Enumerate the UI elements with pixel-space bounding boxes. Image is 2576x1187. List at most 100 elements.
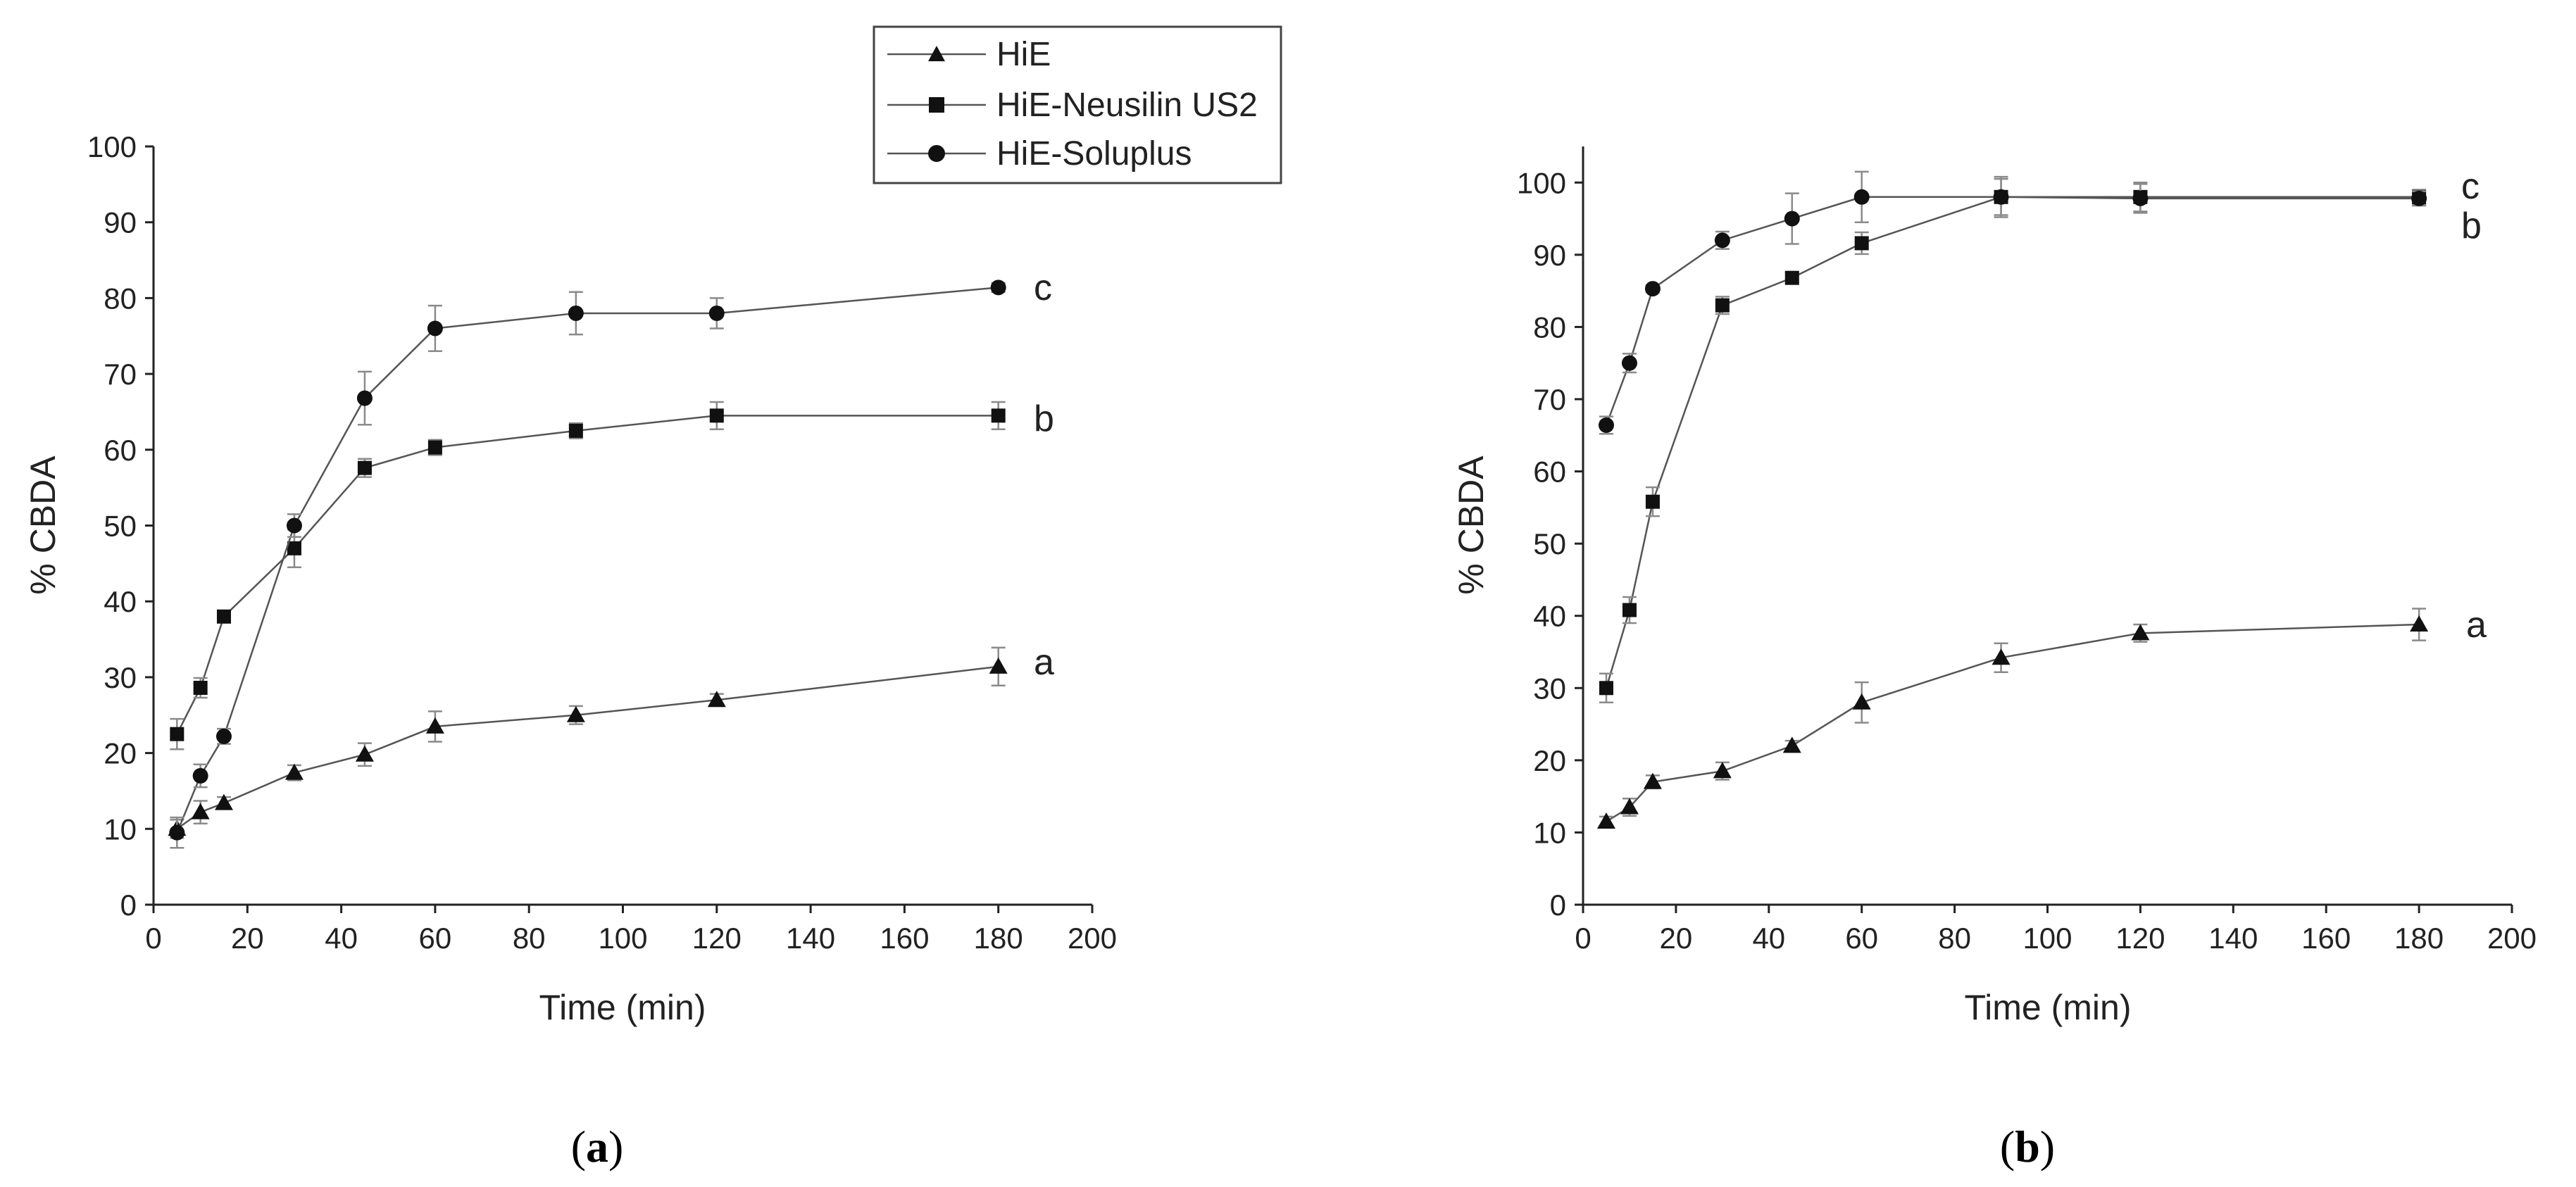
legend-label: HiE-Neusilin US2: [996, 87, 1258, 124]
data-point: [1645, 494, 1660, 509]
y-tick-label: 20: [1533, 744, 1566, 777]
series-line: [1605, 196, 2420, 689]
data-point: [1714, 232, 1730, 249]
x-tick-label: 20: [231, 922, 264, 955]
data-point: [1596, 812, 1615, 829]
x-tick-label: 0: [145, 922, 161, 955]
y-tick-label: 50: [104, 510, 137, 543]
data-point: [1782, 736, 1801, 753]
data-point: [1599, 681, 1613, 696]
y-tick-label: 60: [1533, 456, 1566, 489]
data-point: [709, 408, 724, 423]
x-tick-label: 80: [513, 922, 546, 955]
panel-caption: (b): [2000, 1122, 2055, 1172]
series-hie-neusilin-us2: [1599, 177, 2427, 704]
data-point: [1644, 281, 1661, 297]
data-point: [990, 280, 1006, 296]
data-point: [707, 691, 726, 708]
data-point: [191, 803, 210, 819]
data-point: [1852, 693, 1871, 710]
data-point: [2411, 190, 2427, 206]
x-tick-label: 160: [880, 922, 929, 955]
triangle-marker-icon: [928, 46, 945, 61]
data-point: [427, 440, 442, 455]
data-point: [708, 305, 725, 321]
legend-label: HiE: [996, 36, 1051, 73]
data-point: [1853, 189, 1870, 205]
y-tick-label: 70: [104, 358, 137, 391]
x-tick-label: 40: [1752, 922, 1785, 955]
data-point: [989, 657, 1008, 674]
y-tick-label: 100: [87, 130, 137, 163]
y-tick-label: 10: [104, 812, 137, 846]
legend-entry-hie: HiE: [887, 36, 1051, 73]
data-point: [2410, 615, 2429, 632]
series-hie-soluplus: [1598, 170, 2427, 435]
x-axis-title: Time (min): [539, 988, 706, 1027]
x-tick-label: 140: [786, 922, 835, 955]
series-end-label: c: [2461, 166, 2480, 207]
series-hie: [1596, 608, 2429, 829]
data-point: [1784, 211, 1800, 227]
x-tick-label: 20: [1660, 922, 1693, 955]
y-tick-label: 60: [104, 434, 137, 467]
y-tick-label: 20: [104, 737, 137, 770]
data-point: [1784, 270, 1799, 285]
data-point: [1622, 603, 1637, 617]
x-tick-label: 200: [1068, 922, 1117, 955]
y-tick-label: 0: [120, 888, 137, 922]
data-point: [991, 408, 1006, 423]
y-tick-label: 30: [104, 661, 137, 694]
x-tick-label: 60: [1845, 922, 1878, 955]
x-tick-label: 0: [1575, 922, 1591, 955]
data-point: [568, 423, 583, 438]
data-point: [2131, 624, 2150, 641]
caption-paren: (: [571, 1122, 586, 1172]
data-point: [2132, 190, 2149, 206]
x-tick-label: 60: [419, 922, 452, 955]
series-end-label: b: [1034, 398, 1054, 439]
x-tick-label: 100: [2022, 922, 2072, 955]
data-point: [287, 541, 301, 555]
data-point: [1993, 189, 2009, 205]
series-line: [1606, 623, 2420, 823]
y-tick-label: 40: [104, 585, 137, 618]
data-point: [1715, 298, 1730, 313]
series-end-label: b: [2461, 206, 2482, 246]
panel-a: Time (min) % CBDA a b c (a) 0 20 40 60 80 100…: [23, 130, 1117, 1172]
series-end-label: a: [2466, 605, 2487, 646]
series-line: [176, 665, 999, 830]
data-point: [169, 824, 185, 841]
x-tick-label: 140: [2208, 922, 2258, 955]
x-tick-label: 160: [2301, 922, 2351, 955]
y-tick-label: 80: [1533, 310, 1566, 344]
y-tick-label: 100: [1517, 166, 1566, 199]
y-tick-label: 90: [1533, 239, 1566, 272]
square-marker-icon: [929, 97, 944, 113]
legend: HiE HiE-Neusilin US2 HiE-Soluplus: [873, 25, 1282, 184]
data-point: [1854, 236, 1869, 251]
legend-label: HiE-Soluplus: [996, 135, 1192, 172]
caption-letter: a: [586, 1122, 608, 1172]
y-axis-title: % CBDA: [23, 456, 63, 595]
x-tick-label: 100: [598, 922, 647, 955]
series-line: [176, 287, 999, 834]
y-axis-title: % CBDA: [1451, 456, 1491, 595]
data-point: [568, 305, 584, 321]
data-point: [170, 727, 185, 741]
x-tick-label: 120: [692, 922, 742, 955]
data-point: [192, 767, 208, 784]
data-point: [286, 517, 302, 534]
y-tick-label: 80: [104, 282, 137, 315]
panel-caption: (a): [571, 1122, 624, 1172]
y-tick-label: 30: [1533, 672, 1566, 705]
x-tick-label: 180: [974, 922, 1023, 955]
data-point: [357, 460, 372, 475]
panel-b: Time (min) % CBDA a b c (b) 0 20 40 60 80 100…: [1451, 146, 2537, 1172]
legend-entry-hie-neusilin: HiE-Neusilin US2: [887, 87, 1258, 124]
x-tick-label: 80: [1938, 922, 1971, 955]
x-tick-label: 120: [2115, 922, 2165, 955]
x-tick-label: 200: [2487, 922, 2537, 955]
data-point: [193, 680, 208, 695]
